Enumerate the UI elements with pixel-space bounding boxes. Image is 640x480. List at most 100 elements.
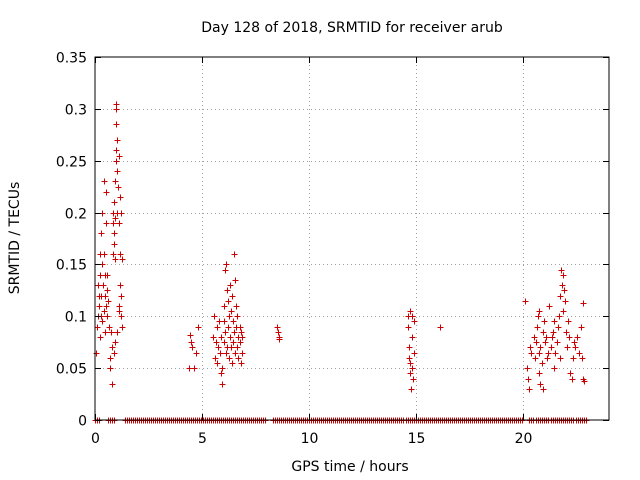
data-point xyxy=(221,303,228,310)
data-point xyxy=(235,355,242,362)
data-point xyxy=(409,334,416,341)
data-point xyxy=(217,350,224,357)
data-point xyxy=(222,267,229,274)
data-point xyxy=(219,381,226,388)
data-point xyxy=(560,272,567,279)
x-tick-label: 15 xyxy=(408,431,426,447)
data-point xyxy=(231,251,238,258)
data-point xyxy=(581,378,588,385)
data-point xyxy=(111,350,118,357)
data-point xyxy=(565,318,572,325)
data-point xyxy=(239,350,246,357)
data-point xyxy=(104,272,111,279)
data-point xyxy=(116,220,123,227)
data-point xyxy=(117,194,124,201)
data-point xyxy=(98,230,105,237)
data-point xyxy=(569,376,576,383)
data-point xyxy=(100,282,107,289)
data-point xyxy=(111,241,118,248)
data-point xyxy=(116,308,123,315)
data-point xyxy=(118,210,125,217)
data-point xyxy=(225,324,232,331)
data-point xyxy=(548,344,555,351)
data-point xyxy=(211,313,218,320)
data-point xyxy=(540,329,547,336)
data-point xyxy=(221,339,228,346)
data-point xyxy=(557,355,564,362)
data-point xyxy=(113,101,120,108)
data-point xyxy=(579,355,586,362)
data-point xyxy=(572,344,579,351)
data-point xyxy=(189,344,196,351)
data-point xyxy=(532,355,539,362)
data-point xyxy=(102,293,109,300)
data-point xyxy=(112,215,119,222)
data-point xyxy=(405,324,412,331)
data-point xyxy=(566,334,573,341)
y-tick-label: 0 xyxy=(78,414,87,430)
data-point xyxy=(555,324,562,331)
data-point xyxy=(227,334,234,341)
data-point xyxy=(574,334,581,341)
data-point xyxy=(537,381,544,388)
data-point xyxy=(406,344,413,351)
data-point xyxy=(531,334,538,341)
data-point xyxy=(558,267,565,274)
data-point xyxy=(232,277,239,284)
data-point xyxy=(537,344,544,351)
data-point xyxy=(578,324,585,331)
data-point xyxy=(560,308,567,315)
data-point xyxy=(118,313,125,320)
data-point xyxy=(195,324,202,331)
data-point xyxy=(563,329,570,336)
data-point xyxy=(110,220,117,227)
plot-frame xyxy=(94,56,610,421)
data-point xyxy=(549,334,556,341)
data-point xyxy=(545,350,552,357)
y-tick-label: 0.3 xyxy=(65,103,87,119)
data-point xyxy=(238,329,245,336)
data-point xyxy=(96,303,103,310)
y-tick-label: 0.2 xyxy=(65,207,87,223)
data-point xyxy=(109,381,116,388)
data-point xyxy=(567,370,574,377)
data-point xyxy=(276,336,283,343)
data-point xyxy=(103,220,110,227)
data-point xyxy=(576,350,583,357)
data-point xyxy=(212,355,219,362)
data-point xyxy=(105,298,112,305)
data-point xyxy=(104,313,111,320)
data-point xyxy=(407,308,414,315)
data-point xyxy=(544,355,551,362)
data-point xyxy=(409,313,416,320)
data-point xyxy=(539,360,546,367)
data-point xyxy=(238,360,245,367)
data-point xyxy=(407,370,414,377)
data-point xyxy=(103,303,110,310)
data-point xyxy=(275,329,282,336)
data-point xyxy=(525,376,532,383)
data-point xyxy=(191,365,198,372)
data-point xyxy=(411,318,418,325)
data-point xyxy=(552,350,559,357)
data-point xyxy=(533,339,540,346)
data-point xyxy=(117,251,124,258)
data-point xyxy=(234,344,241,351)
data-point xyxy=(108,329,115,336)
data-point xyxy=(410,376,417,383)
data-point xyxy=(188,339,195,346)
x-axis-label: GPS time / hours xyxy=(291,459,408,475)
data-point xyxy=(229,360,236,367)
data-point xyxy=(527,344,534,351)
data-point xyxy=(224,287,231,294)
data-point xyxy=(536,350,543,357)
data-point xyxy=(187,332,194,339)
data-point xyxy=(408,386,415,393)
data-point xyxy=(116,153,123,160)
data-point xyxy=(102,329,109,336)
data-point xyxy=(223,261,230,268)
data-point xyxy=(534,324,541,331)
data-point xyxy=(112,256,119,263)
data-point xyxy=(230,318,237,325)
